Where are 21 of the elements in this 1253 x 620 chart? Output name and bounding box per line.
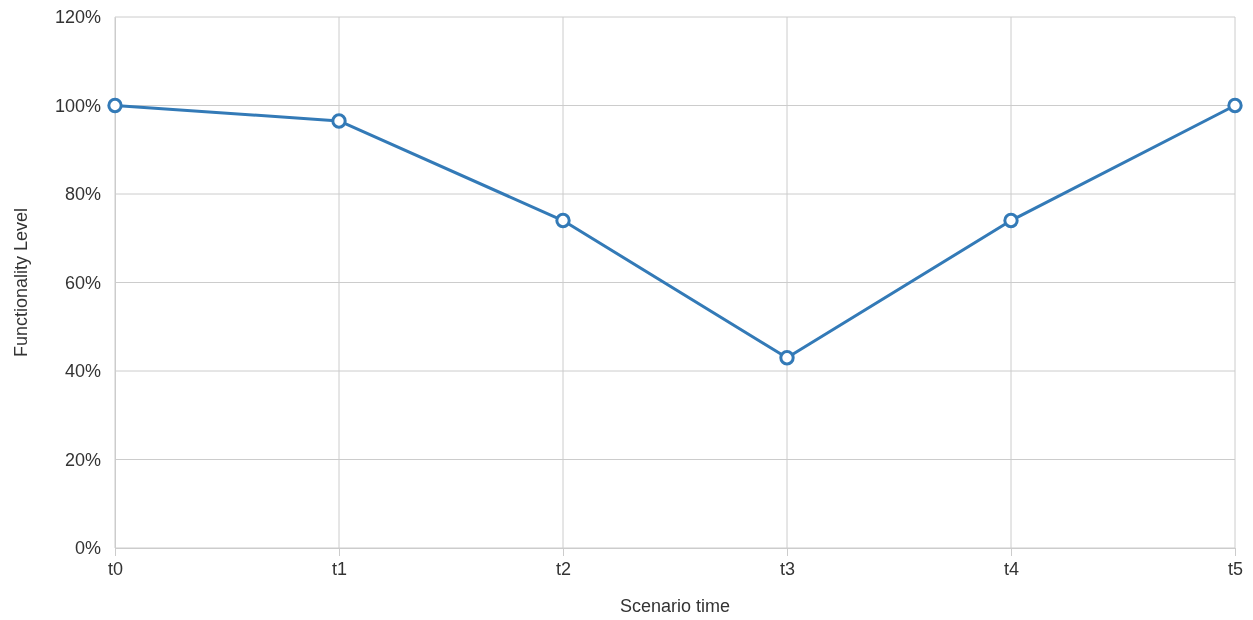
point	[779, 350, 795, 366]
point	[1003, 212, 1019, 229]
y-tick-label: 120%	[54, 7, 101, 28]
point	[107, 97, 123, 114]
y-axis-title: Functionality Level	[11, 207, 31, 358]
point	[331, 113, 347, 129]
y-tick-label: 0%	[74, 538, 101, 559]
x-tick-label: t2	[555, 558, 572, 579]
x-tick-label: t0	[107, 558, 124, 579]
y-tick-label: 20%	[64, 449, 101, 470]
point	[1227, 97, 1243, 114]
y-tick-label: 60%	[64, 272, 101, 293]
y-tick-label: 40%	[64, 361, 101, 382]
point	[555, 212, 571, 229]
x-axis-title: Scenario time	[619, 596, 731, 616]
x-tick-label: t3	[779, 558, 796, 579]
y-tick-label: 80%	[64, 184, 101, 205]
x-tick-label: t1	[331, 558, 348, 579]
y-tick-label: 100%	[54, 95, 101, 116]
x-tick-label: t5	[1227, 558, 1244, 579]
x-tick-label: t4	[1003, 558, 1020, 579]
